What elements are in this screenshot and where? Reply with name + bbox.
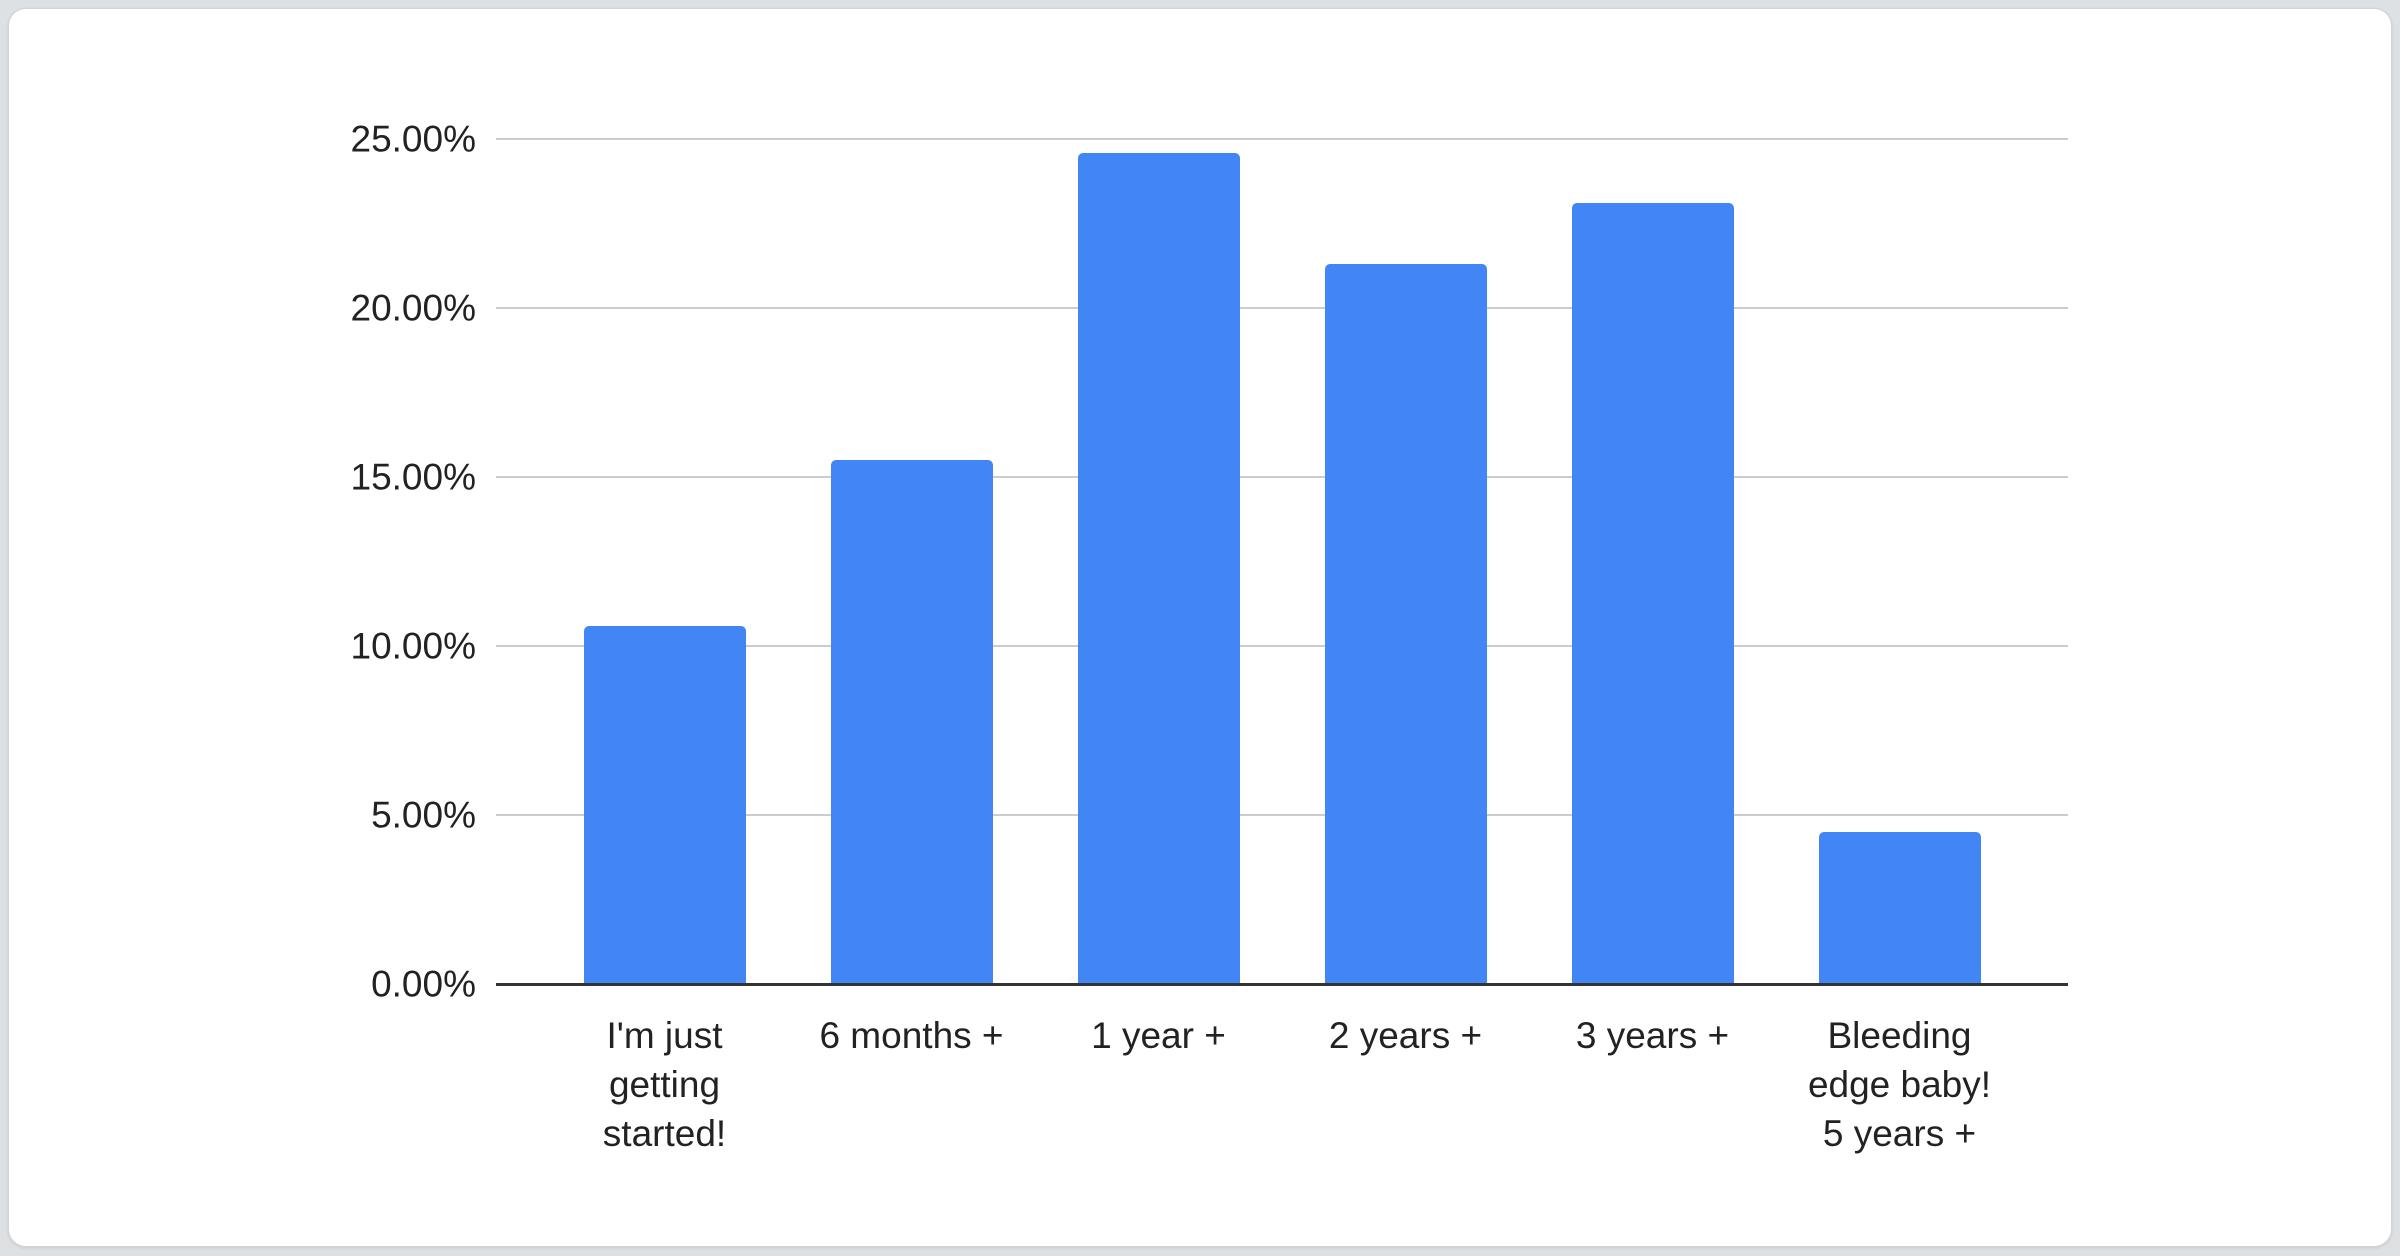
x-axis-label-line: edge baby!: [1807, 1064, 1992, 1105]
y-axis-tick-label: 0.00%: [371, 963, 476, 1005]
bar-band: [1776, 139, 2023, 984]
bar-6: [1818, 831, 1981, 984]
x-axis-label-line: 1 year +: [1091, 1015, 1226, 1056]
x-axis-category-label: 1 year +: [1035, 1011, 1282, 1158]
y-axis-tick-label: 10.00%: [350, 625, 477, 667]
x-axis-category-label: 6 months +: [788, 1011, 1035, 1158]
bar-band: [788, 139, 1035, 984]
x-axis-label-line: I'm just: [606, 1015, 723, 1056]
x-axis-label-line: 6 months +: [819, 1015, 1004, 1056]
x-axis-category-label: I'm just getting started!: [541, 1011, 788, 1158]
x-axis-label-line: Bleeding: [1827, 1015, 1972, 1056]
x-axis-label-line: 3 years +: [1575, 1015, 1730, 1056]
gridline: [496, 307, 2068, 309]
x-axis-label-line: 5 years +: [1822, 1113, 1977, 1154]
x-axis-label-line: started!: [602, 1113, 727, 1154]
x-axis-category-label: 2 years +: [1282, 1011, 1529, 1158]
gridline: [496, 138, 2068, 140]
bar-3: [1077, 152, 1240, 984]
y-axis-labels: 0.00% 5.00% 10.00% 15.00% 20.00% 25.00%: [9, 121, 477, 1003]
plot-area: [496, 138, 2068, 986]
bar-4: [1324, 264, 1487, 984]
chart-card: 0.00% 5.00% 10.00% 15.00% 20.00% 25.00% I'm j…: [8, 8, 2392, 1247]
x-axis-line: [496, 983, 2068, 986]
bar-band: [1529, 139, 1776, 984]
bar-band: [1035, 139, 1282, 984]
gridline: [496, 645, 2068, 647]
x-axis-category-label: 3 years +: [1529, 1011, 1776, 1158]
x-axis-label-line: 2 years +: [1328, 1015, 1483, 1056]
bar-1: [583, 625, 746, 984]
x-axis-labels: I'm just getting started! 6 months + 1 year …: [541, 1011, 2023, 1158]
x-axis-label-line: getting: [608, 1064, 721, 1105]
y-axis-tick-label: 5.00%: [371, 794, 476, 836]
bar-5: [1571, 203, 1734, 984]
y-axis-tick-label: 15.00%: [350, 456, 477, 498]
gridline: [496, 814, 2068, 816]
bar-band: [1282, 139, 1529, 984]
y-axis-tick-label: 20.00%: [350, 287, 477, 329]
bar-2: [830, 460, 993, 984]
bar-band: [541, 139, 788, 984]
y-axis-tick-label: 25.00%: [350, 118, 477, 160]
gridline: [496, 476, 2068, 478]
bar-series: [541, 139, 2023, 984]
x-axis-category-label: Bleeding edge baby! 5 years +: [1776, 1011, 2023, 1158]
